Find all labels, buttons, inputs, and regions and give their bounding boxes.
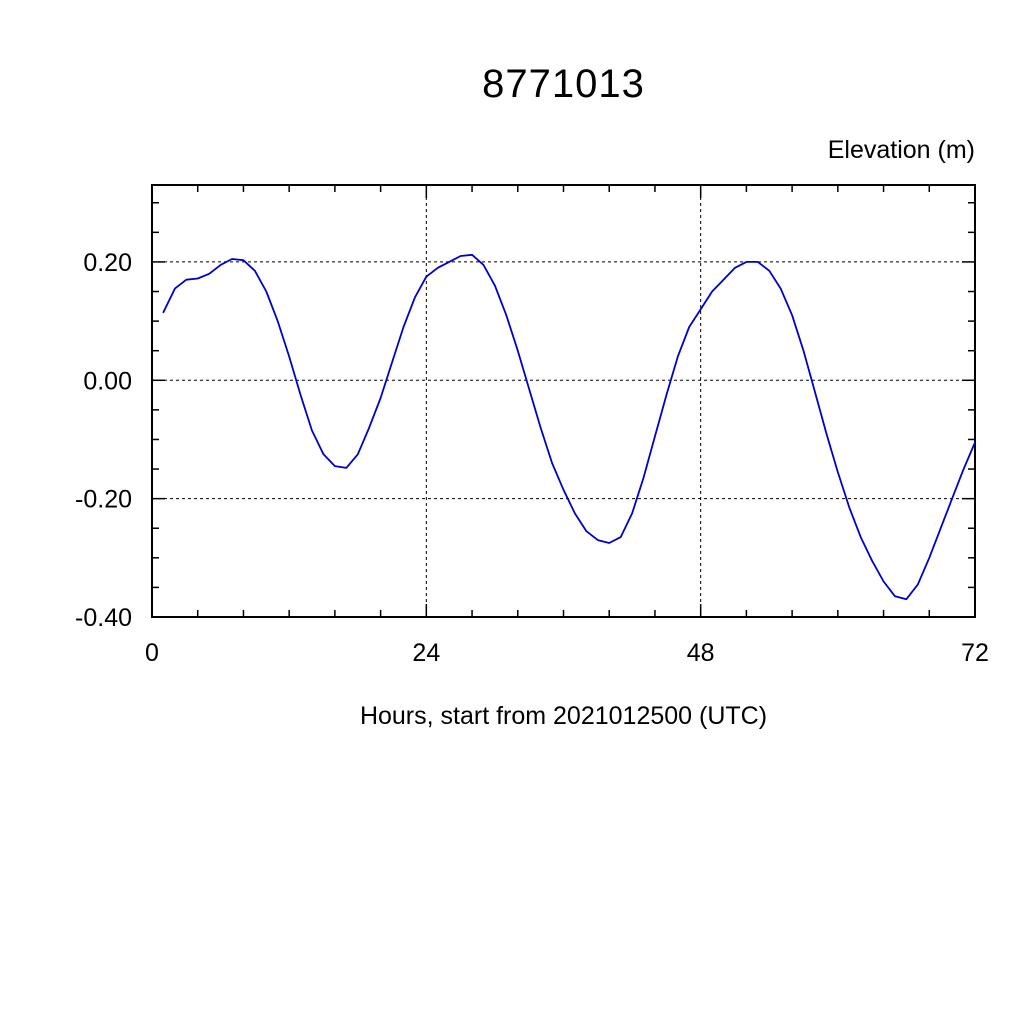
y-tick-label: -0.40 — [75, 604, 132, 632]
y-axis-title: Elevation (m) — [827, 136, 975, 164]
y-tick-label: 0.00 — [83, 367, 132, 395]
plot-border — [151, 184, 976, 618]
x-axis-title: Hours, start from 2021012500 (UTC) — [359, 702, 768, 730]
x-tick-label: 24 — [412, 639, 440, 667]
y-tick-label: 0.20 — [83, 249, 132, 277]
y-tick-label: -0.20 — [75, 486, 132, 514]
gridlines — [152, 185, 975, 618]
x-tick-label: 72 — [961, 639, 989, 667]
tick-labels: 0 24 48 72 -0.40 -0.20 0.00 0.20 — [75, 249, 989, 667]
chart-title: 8771013 — [482, 62, 645, 106]
tide-elevation-curve — [162, 253, 976, 601]
x-tick-label: 48 — [687, 639, 715, 667]
axis-ticks — [151, 185, 976, 618]
x-tick-label: 0 — [145, 639, 159, 667]
